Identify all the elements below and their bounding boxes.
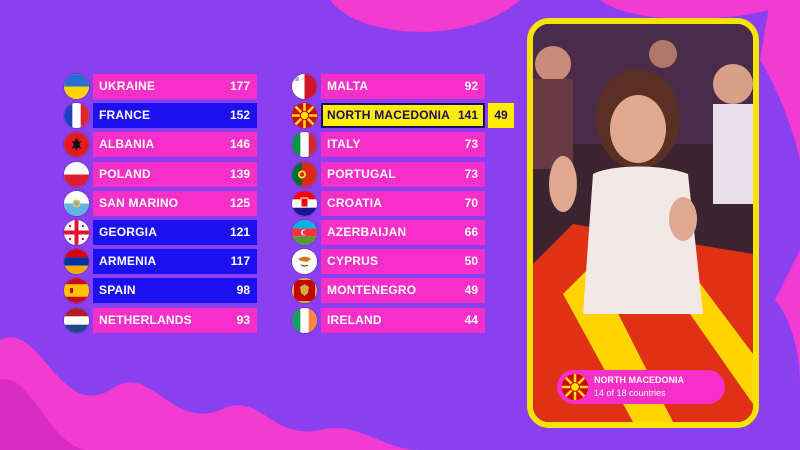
country-points: 139 xyxy=(229,166,250,181)
row-bar xyxy=(321,74,485,99)
country-points: 121 xyxy=(229,224,250,239)
row-bar xyxy=(93,249,257,275)
scoreboard-row: SPAIN 98 xyxy=(62,278,257,304)
country-points: 146 xyxy=(229,137,250,152)
scoreboard-row-highlighted: NORTH MACEDONIA 141 49 xyxy=(290,103,514,129)
scoreboard-right-column: MALTA 92 NORTH MACEDONIA 141 49 ITALY 73 xyxy=(290,74,514,337)
country-name: SPAIN xyxy=(99,283,136,298)
malta-flag-icon xyxy=(292,74,317,99)
cyprus-flag-icon xyxy=(292,249,317,275)
country-points: 117 xyxy=(230,254,250,269)
country-points: 49 xyxy=(464,283,478,298)
georgia-flag-icon xyxy=(64,219,89,245)
row-bar xyxy=(93,132,257,158)
ireland-flag-icon xyxy=(292,307,317,333)
row-bar xyxy=(321,249,485,275)
country-points: 50 xyxy=(464,254,478,269)
netherlands-flag-icon xyxy=(64,307,89,333)
row-bar xyxy=(93,219,257,245)
row-bar xyxy=(93,278,257,304)
country-points: 73 xyxy=(464,166,478,181)
country-name: FRANCE xyxy=(99,108,151,123)
scoreboard-row: MONTENEGRO 49 xyxy=(290,278,485,304)
azerbaijan-flag-icon xyxy=(292,219,317,245)
row-bar xyxy=(93,103,257,129)
montenegro-flag-icon xyxy=(292,278,317,304)
country-name: MONTENEGRO xyxy=(327,283,417,298)
spain-flag-icon xyxy=(64,278,89,304)
scoreboard-row: MALTA 92 xyxy=(290,74,485,99)
country-name: PORTUGAL xyxy=(327,166,396,181)
country-name: MALTA xyxy=(327,79,369,93)
poland-flag-icon xyxy=(64,161,89,187)
row-bar xyxy=(93,161,257,187)
caption-country-name: NORTH MACEDONIA xyxy=(594,375,684,385)
country-name: CROATIA xyxy=(327,195,383,210)
row-bar xyxy=(321,132,485,158)
france-flag-icon xyxy=(64,103,89,129)
caption-progress-text: 14 of 18 countries xyxy=(594,388,666,398)
scoreboard-row: ARMENIA 117 xyxy=(62,249,257,275)
row-bar xyxy=(93,190,257,216)
country-name: POLAND xyxy=(99,166,151,181)
scoreboard-row: SAN MARINO 125 xyxy=(62,190,257,216)
country-name: NETHERLANDS xyxy=(99,312,192,327)
row-bar xyxy=(321,219,485,245)
country-points: 125 xyxy=(229,195,250,210)
row-bar xyxy=(321,190,485,216)
country-points: 177 xyxy=(229,79,250,93)
scoreboard-row: CROATIA 70 xyxy=(290,190,485,216)
country-points: 98 xyxy=(236,283,250,298)
north-macedonia-flag-icon xyxy=(292,103,317,129)
row-bar xyxy=(321,161,485,187)
scoreboard-row: ALBANIA 146 xyxy=(62,132,257,158)
row-bar xyxy=(321,103,485,129)
audience-scene-image xyxy=(533,24,753,422)
scoreboard-row: NETHERLANDS 93 xyxy=(62,307,257,333)
ukraine-flag-icon xyxy=(64,74,89,99)
scoreboard-row: ITALY 73 xyxy=(290,132,485,158)
country-name: ALBANIA xyxy=(99,137,155,152)
country-points: 141 xyxy=(457,108,478,123)
italy-flag-icon xyxy=(292,132,317,158)
live-video-panel: NORTH MACEDONIA 14 of 18 countries xyxy=(527,18,759,428)
north-macedonia-flag-icon xyxy=(562,374,588,400)
country-name: ITALY xyxy=(327,137,361,152)
scoreboard-row: GEORGIA 121 xyxy=(62,219,257,245)
country-points: 93 xyxy=(236,312,250,327)
san-marino-flag-icon xyxy=(64,190,89,216)
scoreboard-row: POLAND 139 xyxy=(62,161,257,187)
country-points: 92 xyxy=(464,79,478,93)
awarded-points-badge: 49 xyxy=(488,103,514,129)
now-voting-caption: NORTH MACEDONIA 14 of 18 countries xyxy=(557,370,725,404)
country-name: AZERBAIJAN xyxy=(327,224,407,239)
country-points: 73 xyxy=(464,137,478,152)
country-points: 44 xyxy=(464,312,478,327)
scoreboard-row: CYPRUS 50 xyxy=(290,249,485,275)
scoreboard-row: FRANCE 152 xyxy=(62,103,257,129)
country-name: UKRAINE xyxy=(99,79,156,93)
country-name: GEORGIA xyxy=(99,224,158,239)
country-name: NORTH MACEDONIA xyxy=(327,108,450,123)
scoreboard-row: IRELAND 44 xyxy=(290,307,485,333)
row-bar xyxy=(321,278,485,304)
scoreboard-row: AZERBAIJAN 66 xyxy=(290,219,485,245)
row-bar xyxy=(93,74,257,99)
scoreboard-row: PORTUGAL 73 xyxy=(290,161,485,187)
portugal-flag-icon xyxy=(292,161,317,187)
country-points: 152 xyxy=(229,108,250,123)
country-points: 70 xyxy=(464,195,478,210)
country-name: IRELAND xyxy=(327,312,382,327)
row-bar xyxy=(93,307,257,333)
country-points: 66 xyxy=(464,224,478,239)
row-bar xyxy=(321,307,485,333)
country-name: SAN MARINO xyxy=(99,195,179,210)
croatia-flag-icon xyxy=(292,190,317,216)
scoreboard-row: UKRAINE 177 xyxy=(62,74,257,99)
country-name: ARMENIA xyxy=(99,254,157,269)
albania-flag-icon xyxy=(64,132,89,158)
armenia-flag-icon xyxy=(64,249,89,275)
country-name: CYPRUS xyxy=(327,254,379,269)
scoreboard-left-column: UKRAINE 177 FRANCE 152 ALBANIA 146 POLAN… xyxy=(62,74,257,337)
